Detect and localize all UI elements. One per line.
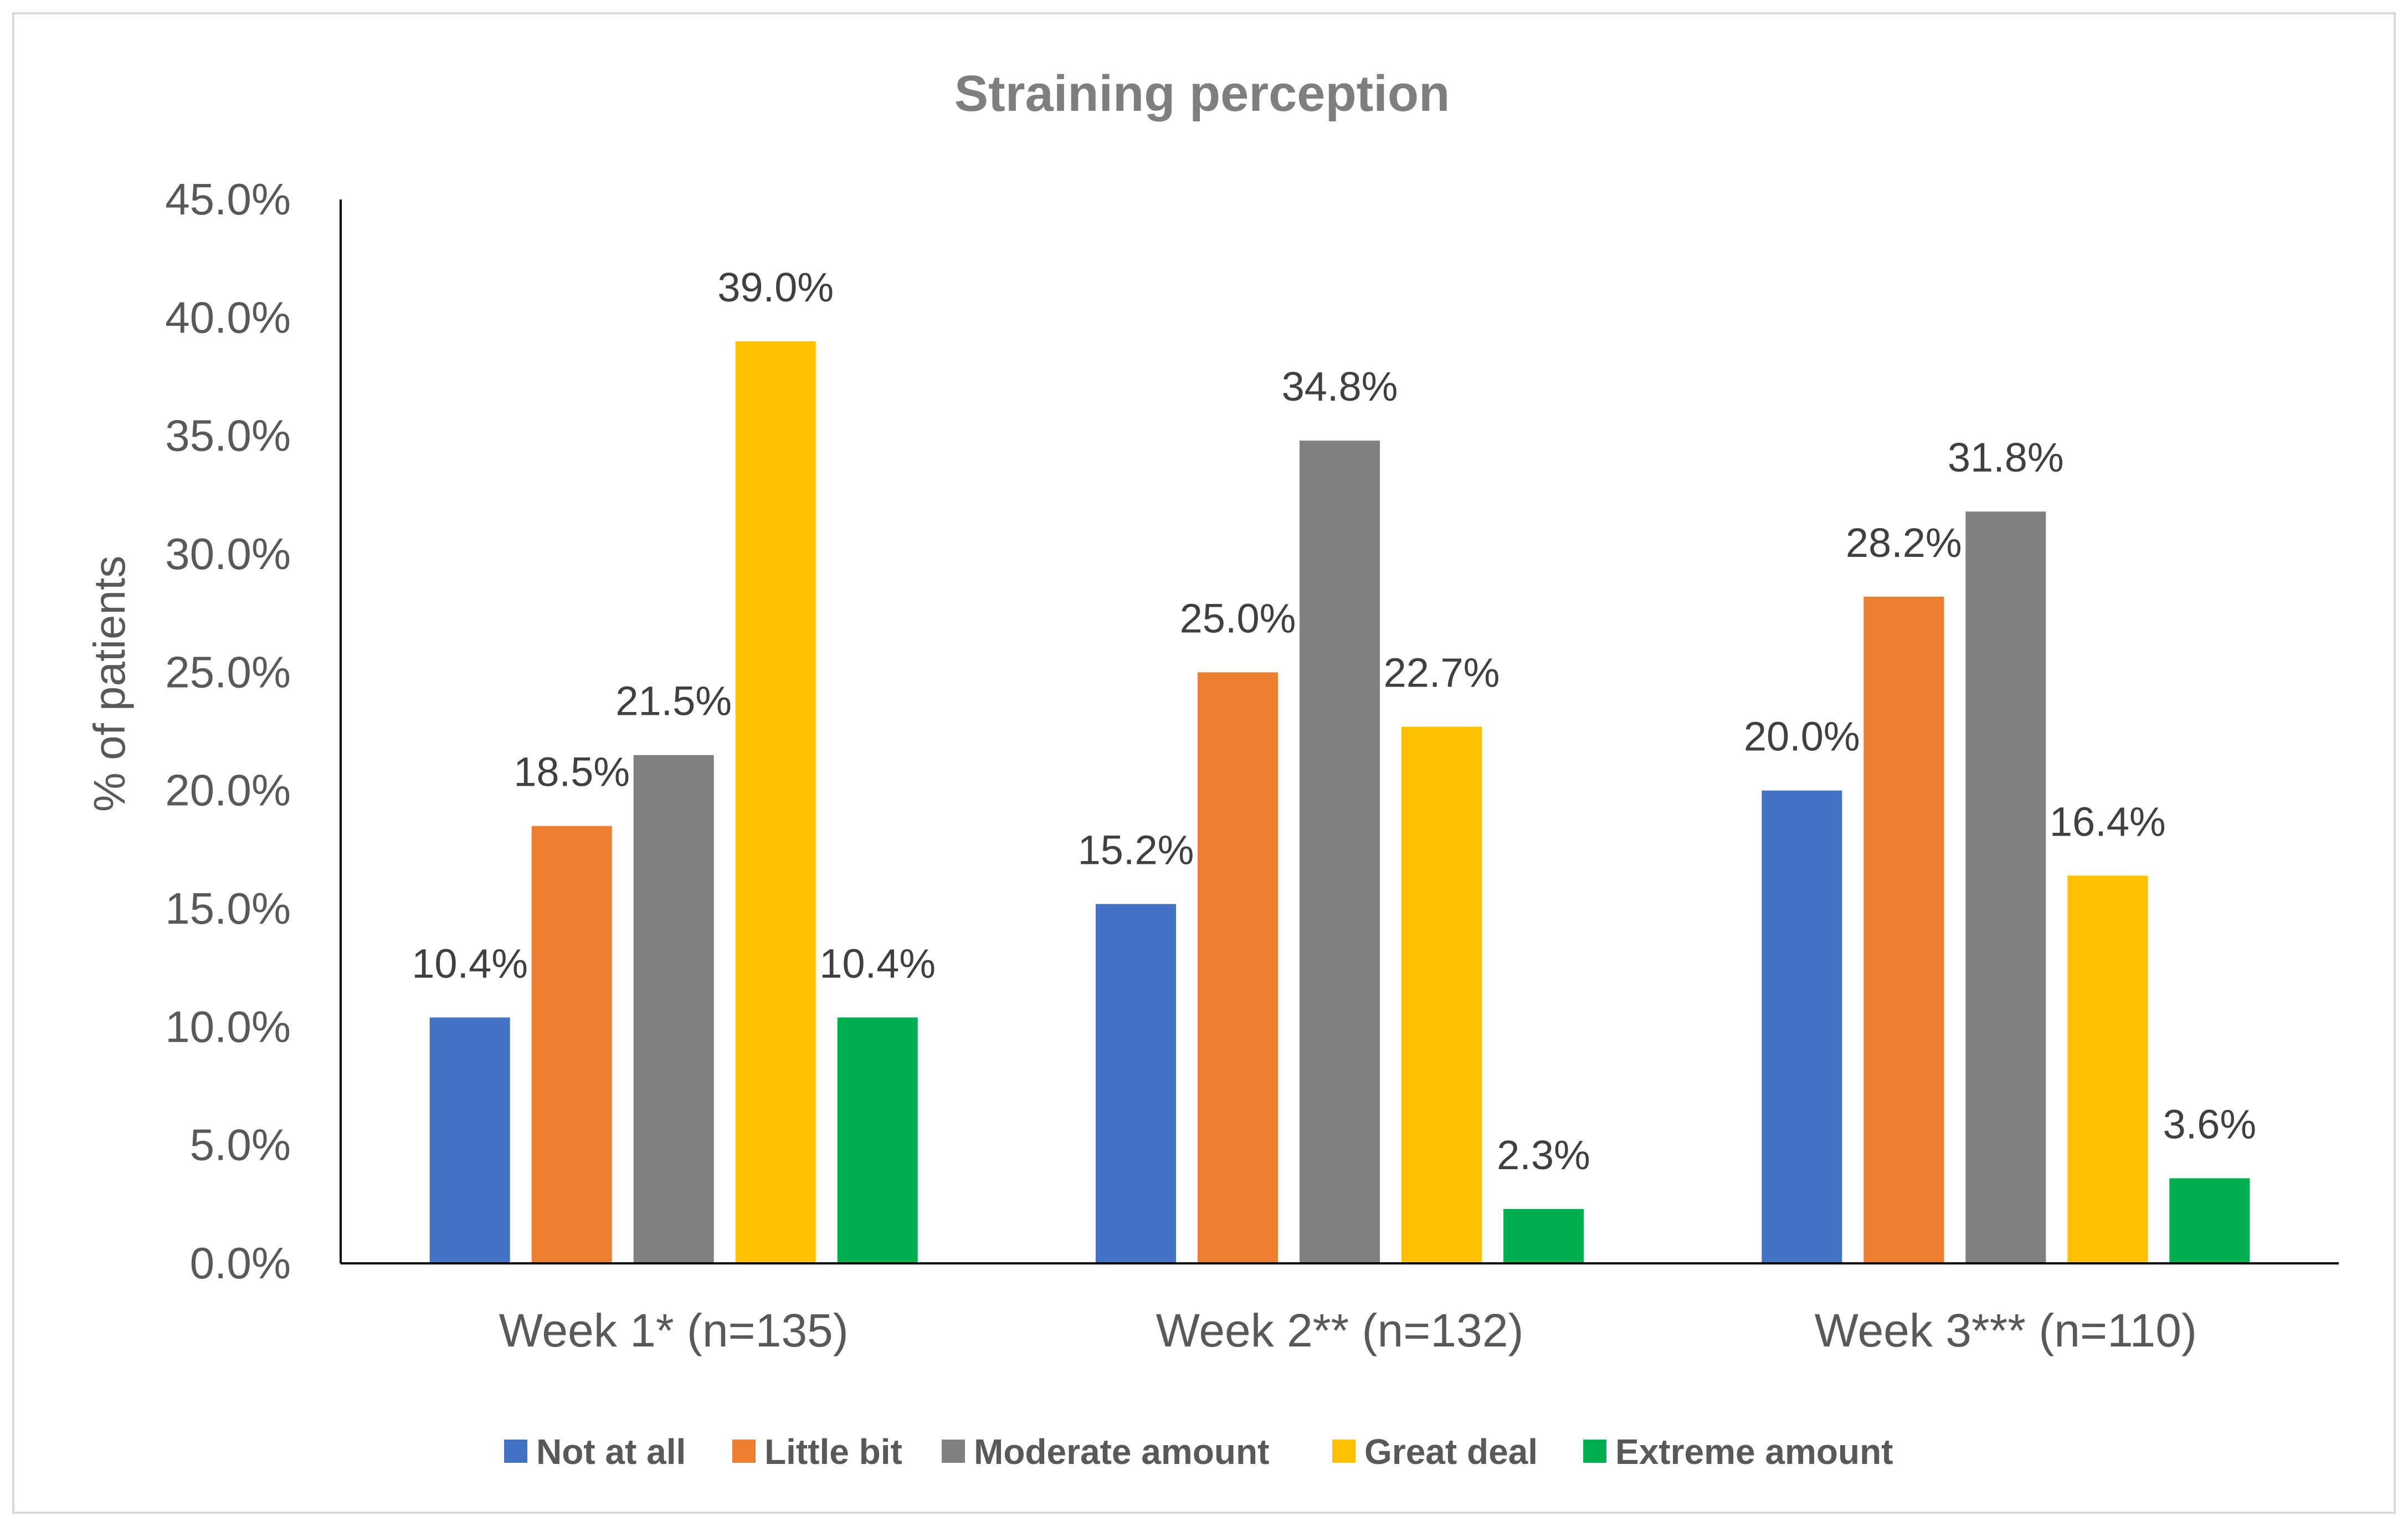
bar-extreme-amount: [837, 1017, 918, 1263]
data-label: 18.5%: [514, 749, 630, 795]
data-label: 28.2%: [1846, 520, 1962, 566]
category-labels: Week 1* (n=135) Week 2** (n=132) Week 3***…: [499, 1304, 2197, 1356]
y-tick-label: 35.0%: [165, 411, 291, 460]
data-label: 22.7%: [1384, 649, 1500, 695]
legend-label: Not at all: [536, 1432, 686, 1472]
data-label: 25.0%: [1180, 595, 1296, 641]
data-label: 10.4%: [819, 940, 936, 986]
category-label: Week 1* (n=135): [499, 1304, 849, 1356]
legend-swatch: [1583, 1440, 1606, 1463]
legend-swatch: [504, 1440, 527, 1463]
y-axis-ticks: 0.0% 5.0% 10.0% 15.0% 20.0% 25.0% 30.0% 35.0% 40…: [165, 175, 291, 1288]
y-tick-label: 25.0%: [165, 647, 291, 697]
legend-label: Great deal: [1364, 1432, 1538, 1472]
bar-moderate-amount: [1965, 511, 2046, 1264]
y-tick-label: 5.0%: [190, 1120, 291, 1170]
legend-label: Extreme amount: [1615, 1432, 1893, 1472]
bars: [429, 341, 2250, 1264]
data-label: 34.8%: [1282, 363, 1398, 409]
bar-moderate-amount: [1300, 441, 1380, 1264]
legend-swatch: [942, 1440, 965, 1463]
data-label: 15.2%: [1078, 827, 1194, 873]
legend-label: Little bit: [764, 1432, 902, 1472]
bar-not-at-all: [429, 1017, 510, 1263]
bar-little-bit: [1863, 596, 1944, 1263]
legend-swatch: [1332, 1440, 1356, 1463]
data-label: 31.8%: [1948, 434, 2064, 480]
legend-swatch: [732, 1440, 756, 1463]
data-label: 21.5%: [615, 678, 732, 724]
y-tick-label: 40.0%: [165, 293, 291, 342]
y-tick-label: 15.0%: [165, 884, 291, 933]
bar-not-at-all: [1096, 904, 1176, 1263]
y-tick-label: 45.0%: [165, 175, 291, 224]
category-label: Week 2** (n=132): [1156, 1304, 1524, 1356]
y-tick-label: 10.0%: [165, 1002, 291, 1051]
data-label: 10.4%: [412, 940, 528, 986]
chart-title: Straining perception: [954, 65, 1450, 122]
bar-great-deal: [735, 341, 816, 1263]
y-tick-label: 30.0%: [165, 529, 291, 578]
bar-little-bit: [1198, 672, 1278, 1263]
data-label: 3.6%: [2163, 1101, 2256, 1147]
bar-extreme-amount: [2169, 1178, 2250, 1263]
legend: Not at all Little bit Moderate amount Great…: [504, 1432, 1893, 1472]
data-label: 2.3%: [1497, 1132, 1590, 1178]
bar-little-bit: [531, 826, 612, 1263]
axes: [340, 199, 2339, 1264]
data-label: 16.4%: [2050, 798, 2166, 844]
data-labels: 10.4% 18.5% 21.5% 39.0% 10.4% 15.2% 25.0% 34.8%…: [412, 264, 2256, 1178]
bar-extreme-amount: [1503, 1208, 1584, 1263]
legend-label: Moderate amount: [974, 1432, 1269, 1472]
y-tick-label: 20.0%: [165, 766, 291, 815]
data-label: 39.0%: [717, 264, 834, 310]
bar-great-deal: [1401, 726, 1482, 1263]
bar-not-at-all: [1762, 790, 1842, 1263]
y-axis-label: % of patients: [85, 556, 134, 812]
bar-great-deal: [2067, 875, 2148, 1263]
data-label: 20.0%: [1744, 714, 1860, 760]
y-tick-label: 0.0%: [190, 1238, 291, 1288]
bar-moderate-amount: [633, 755, 714, 1263]
category-label: Week 3*** (n=110): [1815, 1304, 2197, 1356]
